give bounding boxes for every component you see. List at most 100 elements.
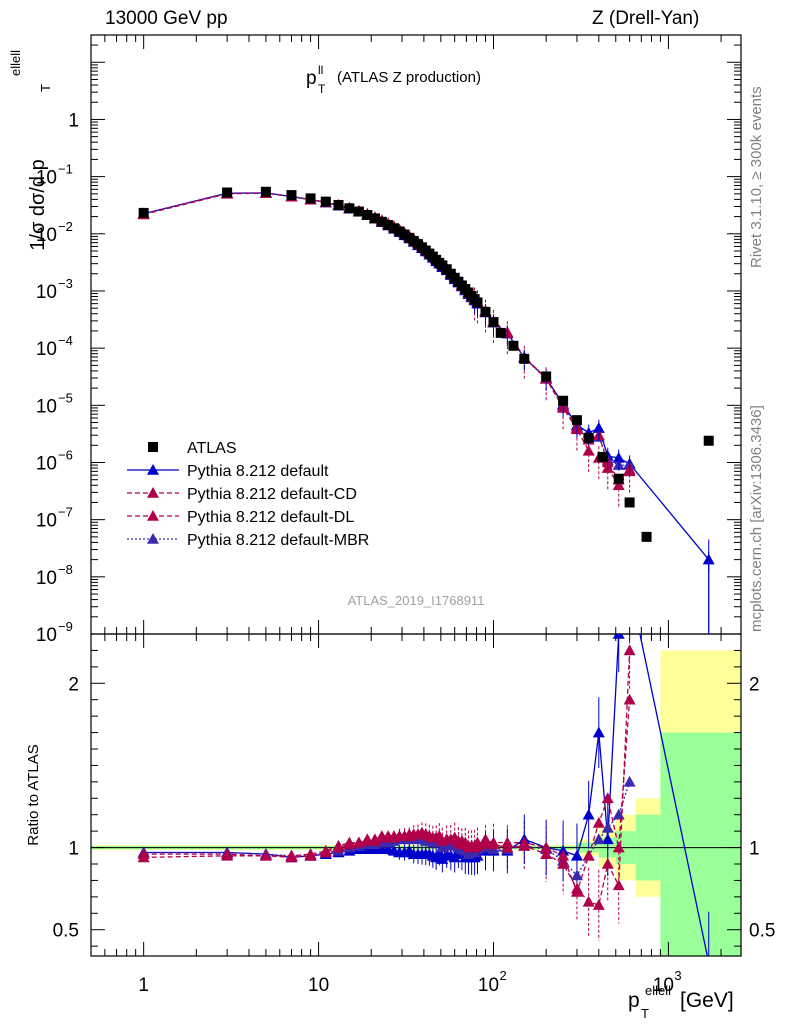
legend-label: Pythia 8.212 default-MBR bbox=[187, 532, 369, 549]
atlas-data-point bbox=[495, 327, 506, 338]
ratio-dl-point bbox=[623, 693, 636, 705]
ratio-mbr-point bbox=[570, 869, 583, 881]
y-tick-exponent: −1 bbox=[58, 162, 73, 177]
y-tick-exponent: −7 bbox=[58, 505, 73, 520]
analysis-watermark: ATLAS_2019_I1768911 bbox=[348, 593, 485, 608]
atlas-data-point bbox=[376, 216, 387, 227]
y-axis-title: 1/σ dσ/d p bbox=[27, 159, 49, 250]
x-tick-label: 10 bbox=[478, 975, 499, 996]
legend-label: ATLAS bbox=[187, 440, 237, 457]
ratio-dl-point bbox=[343, 836, 356, 848]
legend-marker bbox=[147, 510, 159, 521]
ratio-cd-point bbox=[623, 644, 636, 656]
main-plot-area bbox=[137, 186, 715, 634]
y-tick-label: 1 bbox=[68, 110, 79, 131]
legend-label: Pythia 8.212 default-CD bbox=[187, 486, 357, 503]
ratio-mbr-point bbox=[592, 833, 605, 845]
legend-marker bbox=[147, 533, 159, 544]
atlas-data-point bbox=[583, 432, 594, 443]
y-tick-label: 10 bbox=[36, 453, 57, 474]
ratio-cd-line bbox=[143, 650, 631, 906]
plot-title: p bbox=[306, 68, 317, 89]
y-tick-exponent: −3 bbox=[58, 276, 73, 291]
y-tick-exponent: −9 bbox=[58, 619, 73, 634]
atlas-data-point bbox=[333, 199, 344, 210]
ratio-dl-line bbox=[143, 699, 631, 894]
atlas-data-point bbox=[353, 206, 364, 217]
ratio-default-point bbox=[570, 849, 583, 861]
ratio-mbr-point bbox=[601, 821, 614, 833]
ratio-dl-point bbox=[221, 848, 234, 859]
ratio-dl-point bbox=[259, 849, 272, 861]
plot-title-superscript: ll bbox=[318, 63, 323, 77]
atlas-data-point bbox=[519, 353, 530, 364]
atlas-data-point bbox=[472, 297, 483, 308]
ratio-dl-point bbox=[304, 848, 317, 859]
atlas-data-point bbox=[558, 395, 569, 406]
ratio-tick-label-right: 2 bbox=[749, 674, 760, 695]
x-axis-title: p bbox=[628, 989, 640, 1012]
x-tick-exponent: 3 bbox=[674, 968, 681, 983]
ratio-plot-area bbox=[137, 634, 715, 968]
atlas-data-point bbox=[480, 306, 491, 317]
y-tick-label: 10 bbox=[36, 568, 57, 589]
plot-title-suffix: (ATLAS Z production) bbox=[337, 69, 481, 86]
ratio-tick-label-left: 1 bbox=[68, 839, 79, 860]
ratio-dl-point bbox=[601, 792, 614, 804]
ratio-dl-point bbox=[557, 849, 570, 861]
y-tick-label: 10 bbox=[36, 282, 57, 303]
x-tick-label: 10 bbox=[653, 975, 674, 996]
y-tick-label: 10 bbox=[36, 225, 57, 246]
legend-marker-atlas bbox=[148, 442, 158, 452]
ratio-dl-point bbox=[582, 849, 595, 861]
ratio-mbr-point bbox=[623, 775, 636, 787]
atlas-data-point bbox=[624, 497, 635, 508]
atlas-data-point bbox=[362, 210, 373, 221]
legend-label: Pythia 8.212 default-DL bbox=[187, 509, 354, 526]
ratio-dl-point bbox=[285, 849, 298, 861]
ratio-dl-point bbox=[361, 833, 374, 845]
process-label: Z (Drell-Yan) bbox=[592, 8, 700, 29]
legend-label: Pythia 8.212 default bbox=[187, 463, 329, 480]
ratio-cd-point bbox=[592, 899, 605, 910]
ratio-mbr-line bbox=[143, 781, 631, 877]
ratio-default-point bbox=[582, 808, 595, 820]
atlas-data-point bbox=[613, 473, 624, 484]
atlas-data-point bbox=[383, 220, 394, 231]
y-axis-title-subscript: T bbox=[38, 84, 53, 92]
ratio-dl-point bbox=[319, 844, 332, 856]
ratio-dl-point bbox=[487, 836, 500, 848]
series-mbr-line bbox=[143, 192, 630, 466]
ratio-dl-point bbox=[540, 841, 553, 853]
ratio-dl-point bbox=[368, 833, 381, 845]
y-tick-label: 10 bbox=[36, 625, 57, 646]
ratio-plot-frame bbox=[90, 633, 742, 957]
ratio-cd-point bbox=[582, 895, 595, 907]
atlas-data-point bbox=[597, 451, 608, 462]
x-axis-title-subscript: T bbox=[641, 1006, 649, 1021]
atlas-data-point bbox=[508, 340, 519, 351]
atlas-data-point bbox=[641, 531, 652, 542]
ratio-default-point bbox=[601, 833, 614, 845]
y-tick-label: 10 bbox=[36, 168, 57, 189]
ratio-default-point bbox=[703, 957, 715, 968]
atlas-data-point bbox=[389, 223, 400, 234]
atlas-data-point bbox=[703, 435, 714, 446]
ratio-tick-label-left: 0.5 bbox=[53, 921, 79, 942]
ratio-dl-point bbox=[352, 836, 365, 848]
ratio-dl-point bbox=[592, 816, 605, 828]
ratio-dl-point bbox=[479, 833, 492, 845]
atlas-data-point bbox=[369, 213, 380, 224]
ratio-default-point bbox=[612, 634, 625, 639]
atlas-data-point bbox=[488, 317, 499, 328]
ratio-cd-point bbox=[612, 879, 625, 891]
atlas-data-point bbox=[286, 190, 297, 201]
x-tick-exponent: 2 bbox=[499, 968, 506, 983]
ratio-cd-point bbox=[601, 858, 614, 869]
ratio-dl-point bbox=[471, 836, 484, 848]
beam-energy-label: 13000 GeV pp bbox=[105, 8, 228, 29]
x-tick-label: 10 bbox=[308, 975, 329, 996]
atlas-data-point bbox=[344, 203, 355, 214]
atlas-data-point bbox=[571, 415, 582, 426]
